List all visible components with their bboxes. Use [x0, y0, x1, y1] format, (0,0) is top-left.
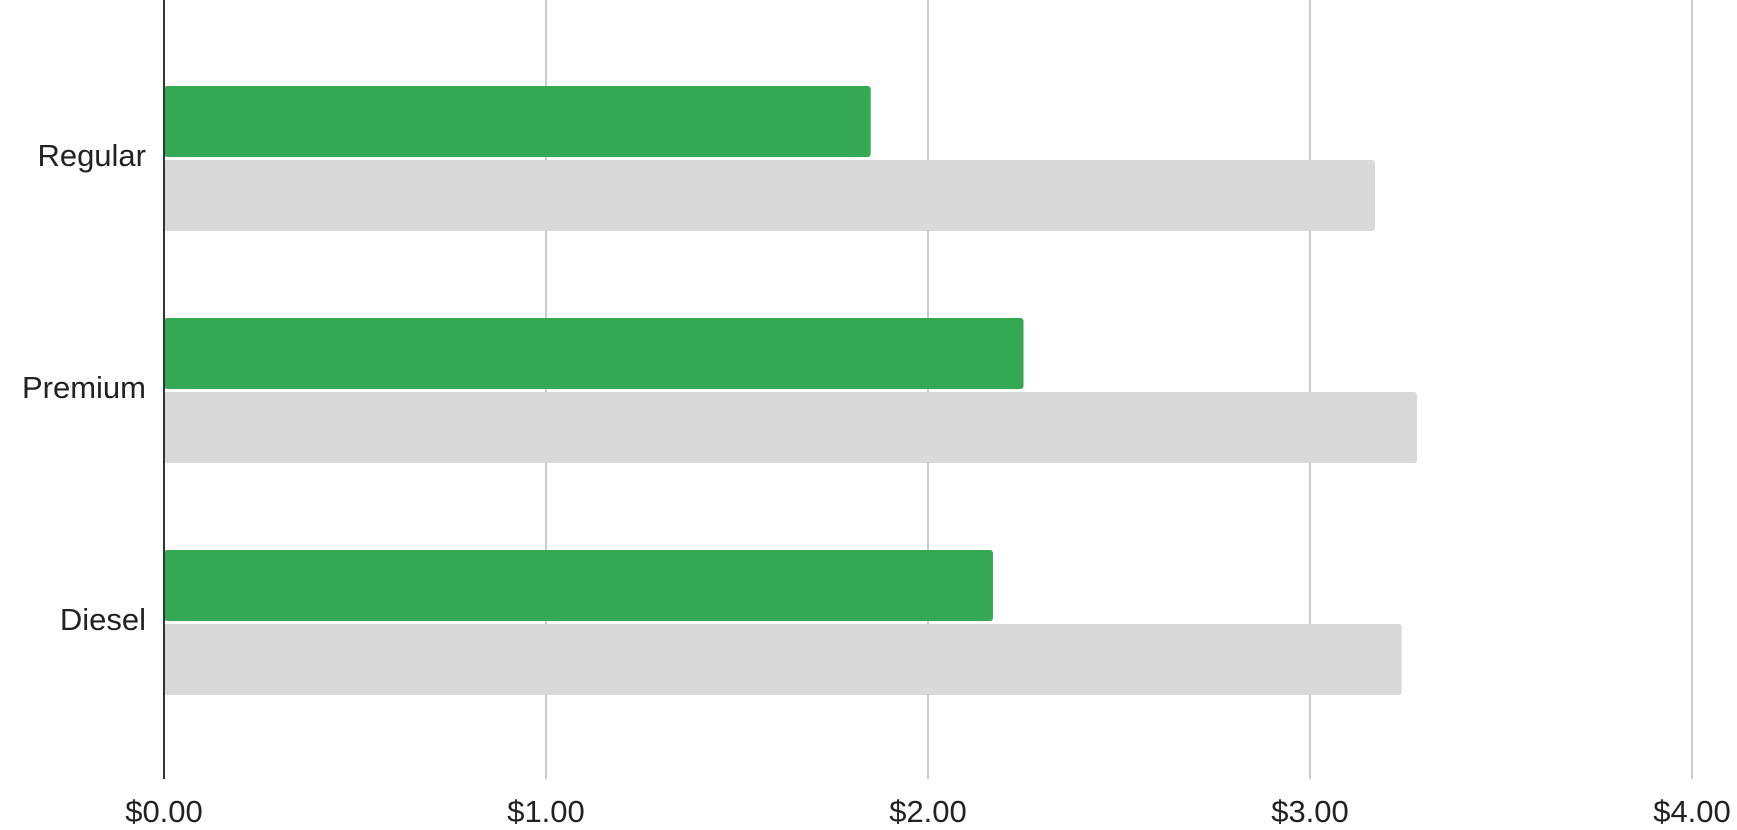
x-tick-label: $2.00: [889, 794, 967, 829]
bar: [164, 550, 993, 621]
x-tick-label: $4.00: [1653, 794, 1731, 829]
bar: [164, 624, 1402, 695]
y-tick-label: Diesel: [60, 602, 146, 637]
bar: [164, 86, 871, 157]
x-tick-label: $0.00: [125, 794, 203, 829]
x-tick-label: $3.00: [1271, 794, 1349, 829]
bar: [164, 318, 1024, 389]
x-tick-label: $1.00: [507, 794, 585, 829]
y-tick-label: Premium: [22, 370, 146, 405]
y-tick-label: Regular: [37, 138, 146, 173]
bar: [164, 160, 1375, 231]
bar: [164, 392, 1417, 463]
